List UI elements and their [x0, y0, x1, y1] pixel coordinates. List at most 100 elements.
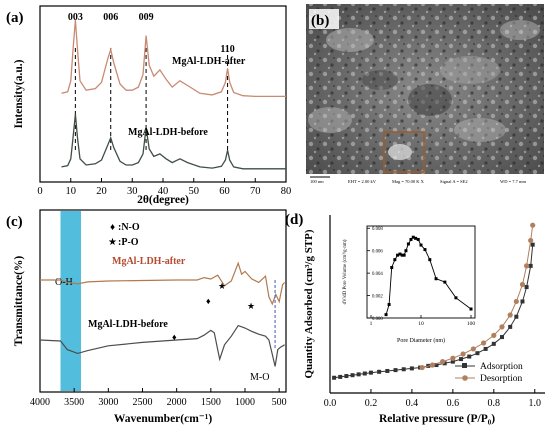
adsorption-point — [362, 371, 367, 376]
inset-frame — [366, 225, 476, 319]
panel-b-label-box — [309, 9, 339, 29]
adsorption-point — [475, 351, 480, 356]
series-line-after — [40, 261, 286, 306]
inset-point — [434, 277, 438, 281]
x-tick-label: 0.6 — [447, 398, 460, 409]
panel-c-frame — [39, 209, 287, 393]
desorption-point — [429, 362, 435, 368]
inset-xlabel: Pore Diameter (nm) — [397, 337, 445, 344]
adsorption-point — [514, 314, 519, 319]
adsorption-point — [332, 375, 337, 380]
peak-label: 006 — [103, 12, 118, 23]
sem-info-eht: EHT = 2.00 kV — [348, 179, 377, 184]
x-tick-label: 0.8 — [488, 398, 501, 409]
x-tick-label: 2500 — [133, 397, 153, 408]
inset-point — [390, 266, 394, 270]
panel-c-series-label-after: MgAl-LDH-after — [112, 256, 186, 267]
x-tick-label: 1.0 — [529, 398, 542, 409]
adsorption-point — [393, 368, 398, 373]
inset-point — [428, 258, 432, 262]
x-tick-label: 0 — [37, 186, 42, 197]
inset-x-tick-label: 1 — [370, 321, 373, 327]
desorption-point — [470, 346, 476, 352]
adsorption-point — [524, 285, 529, 290]
panel-c-series-label-before: MgAl-LDH-before — [88, 319, 168, 330]
desorption-point — [450, 355, 456, 361]
inset-y-tick-label: 0.006 — [372, 250, 383, 255]
panel-a-series-label-after: MgAl-LDH-after — [172, 56, 246, 67]
inset-y-tick-label: 0.000 — [372, 317, 383, 322]
sem-highlight-box — [383, 131, 425, 173]
adsorption-point — [385, 368, 390, 373]
inset-point — [387, 303, 391, 307]
sem-flake — [454, 118, 506, 142]
adsorption-point — [356, 372, 361, 377]
adsorption-point — [500, 335, 504, 340]
po-marker: ★ — [218, 281, 226, 291]
no-marker: ♦ — [172, 332, 177, 342]
inset-point — [400, 253, 404, 257]
inset-point — [443, 280, 447, 284]
inset-point — [469, 307, 473, 311]
sem-shadow — [408, 84, 452, 116]
x-tick-label: 500 — [272, 397, 287, 408]
sem-flake — [326, 28, 374, 52]
legend-desorption-label: Desorption — [480, 374, 522, 384]
x-tick-label: 40 — [158, 186, 169, 197]
legend-desorption-marker — [462, 375, 468, 381]
desorption-point — [419, 364, 425, 371]
inset-y-tick-label: 0.008 — [372, 227, 383, 232]
panel-d-ylabel: Quantity Adsorbed (cm³/g STP) — [303, 229, 315, 378]
oh-band-label: O-H — [55, 277, 73, 288]
panel-d: (d) 0.0 0.2 0.4 0.6 0.8 1.0 Adsorption Desorp… — [285, 212, 545, 425]
desorption-point — [440, 359, 446, 365]
x-tick-label: 60 — [219, 186, 230, 197]
adsorption-point — [483, 346, 488, 351]
adsorption-point — [338, 374, 343, 379]
inset-point — [384, 313, 388, 317]
sem-flake — [308, 107, 352, 133]
series-line-before — [39, 324, 285, 367]
inset-point — [404, 249, 408, 253]
panel-c-ylabel: Transmittance(%) — [13, 256, 25, 347]
adsorption-point — [350, 373, 355, 378]
sem-flake — [500, 20, 540, 40]
adsorption-point — [467, 354, 472, 359]
legend-po-label: :P-O — [118, 237, 139, 248]
panel-c-xlabel: Wavenumber(cm⁻¹) — [114, 413, 212, 425]
panel-a-ylabel: Intensity(a.u.) — [13, 59, 25, 128]
inset-y-tick-label: 0.004 — [372, 272, 383, 277]
panel-a-xlabel: 2θ(degree) — [137, 194, 189, 206]
desorption-point — [480, 340, 487, 346]
legend-po-symbol: ★ — [108, 237, 117, 248]
adsorption-point — [401, 367, 406, 372]
x-tick-label: 2000 — [167, 397, 187, 408]
x-tick-label: 80 — [281, 186, 292, 197]
sem-scale-text: 100 nm — [310, 179, 324, 184]
panel-d-label: (d) — [285, 212, 303, 228]
x-tick-label: 10 — [66, 186, 77, 197]
peak-label: 009 — [139, 12, 154, 23]
panel-c: (c) O-H 4000 3500 3000 2500 2000 1500 1000 500 … — [6, 209, 287, 425]
sem-highlight — [388, 144, 412, 160]
desorption-point — [491, 332, 497, 338]
x-tick-label: 0.4 — [406, 398, 419, 409]
x-tick-label: 3500 — [64, 397, 84, 408]
inset-point — [396, 253, 400, 257]
panel-d-legend: Adsorption Desorption — [455, 362, 523, 384]
series-line-before — [61, 114, 286, 170]
inset-point — [402, 253, 406, 257]
adsorption-point — [508, 324, 513, 329]
legend-no-label: :N-O — [118, 222, 140, 233]
inset-point — [423, 248, 427, 252]
adsorption-point — [344, 374, 349, 379]
panel-d-xlabel: Relative pressure (P/P₀) — [379, 413, 495, 425]
legend-adsorption-marker — [462, 363, 467, 368]
oh-band-highlight — [60, 211, 81, 391]
adsorption-point — [434, 363, 439, 368]
adsorption-point — [459, 357, 464, 362]
mo-band-label: M-O — [250, 372, 269, 383]
inset-point — [406, 242, 410, 246]
desorption-point — [523, 263, 530, 269]
